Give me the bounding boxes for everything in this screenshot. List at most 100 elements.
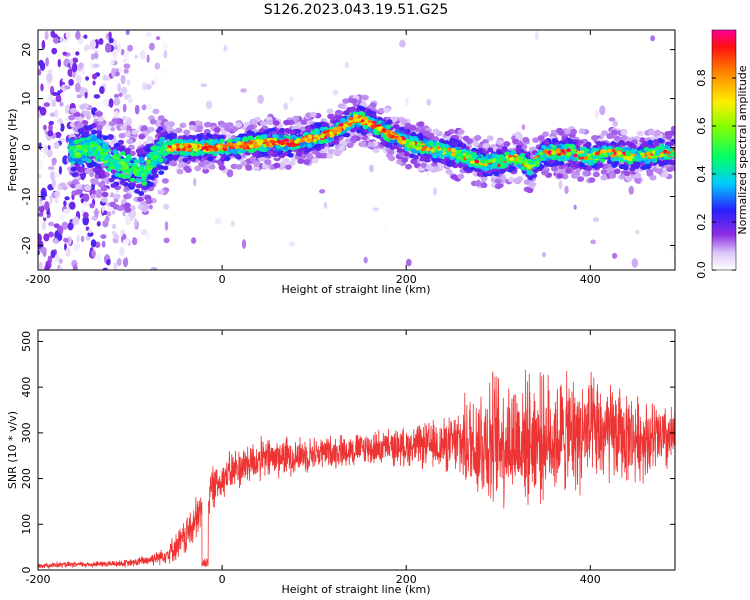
ridge-cell bbox=[175, 147, 181, 152]
ridge-cell bbox=[303, 159, 311, 165]
noise-cell bbox=[372, 207, 380, 212]
noise-cell bbox=[78, 62, 84, 69]
ridge-cell bbox=[124, 121, 132, 127]
ridge-cell bbox=[380, 121, 386, 127]
ridge-cell bbox=[306, 143, 313, 148]
ridge-cell bbox=[410, 132, 417, 137]
noise-cell bbox=[58, 266, 64, 270]
noise-cell bbox=[54, 197, 59, 204]
noise-cell bbox=[72, 264, 78, 270]
ridge-cell bbox=[101, 197, 108, 203]
ridge-cell bbox=[288, 160, 296, 166]
noise-cell bbox=[38, 261, 43, 270]
noise-cell bbox=[55, 131, 62, 139]
ridge-cell bbox=[261, 147, 268, 153]
ridge-cell bbox=[211, 139, 218, 145]
ridge-cell bbox=[116, 205, 124, 212]
ridge-cell bbox=[190, 151, 196, 157]
noise-cell bbox=[608, 117, 616, 122]
ridge-cell bbox=[582, 170, 590, 176]
noise-cell bbox=[87, 229, 93, 234]
noise-cell bbox=[119, 104, 124, 111]
ridge-cell bbox=[113, 152, 119, 158]
noise-cell bbox=[91, 249, 96, 258]
noise-cell bbox=[47, 94, 55, 102]
noise-cell bbox=[59, 37, 64, 43]
noise-cell bbox=[42, 153, 47, 159]
ridge-cell bbox=[158, 170, 165, 176]
ridge-cell bbox=[124, 207, 132, 213]
ridge-cell bbox=[315, 122, 322, 128]
noise-cell bbox=[87, 231, 94, 237]
ridge-cell bbox=[71, 172, 78, 178]
ridge-cell bbox=[189, 120, 196, 127]
ridge-cell bbox=[625, 141, 632, 146]
ridge-cell bbox=[204, 121, 212, 128]
ridge-cell bbox=[292, 115, 300, 122]
ridge-cell bbox=[124, 159, 130, 164]
noise-cell bbox=[118, 92, 123, 98]
ridge-cell bbox=[296, 150, 303, 155]
ridge-cell bbox=[568, 144, 575, 150]
noise-cell bbox=[44, 201, 50, 211]
ridge-cell bbox=[218, 164, 226, 171]
noise-cell bbox=[102, 69, 108, 75]
noise-cell bbox=[426, 171, 430, 177]
ridge-cell bbox=[279, 127, 286, 133]
noise-cell bbox=[100, 234, 107, 240]
ridge-cell bbox=[633, 164, 640, 170]
noise-cell bbox=[145, 32, 152, 38]
noise-cell bbox=[98, 38, 104, 45]
ridge-cell bbox=[339, 139, 347, 146]
ridge-cell bbox=[337, 103, 345, 109]
noise-cell bbox=[612, 252, 618, 259]
noise-cell bbox=[62, 51, 68, 56]
noise-cell bbox=[160, 202, 164, 210]
noise-cell bbox=[82, 211, 89, 219]
ridge-cell bbox=[97, 116, 105, 122]
ridge-cell bbox=[542, 131, 549, 137]
noise-cell bbox=[323, 201, 328, 209]
ridge-cell bbox=[585, 141, 592, 147]
ridge-cell bbox=[252, 165, 260, 172]
noise-cell bbox=[82, 215, 89, 226]
noise-cell bbox=[119, 246, 125, 257]
ridge-cell bbox=[386, 142, 393, 148]
ridge-cell bbox=[306, 153, 314, 160]
ridge-cell bbox=[108, 120, 116, 127]
ridge-cell bbox=[179, 161, 187, 167]
ridge-cell bbox=[565, 168, 573, 174]
ridge-cell bbox=[443, 143, 450, 149]
noise-cell bbox=[241, 239, 247, 249]
ridge-cell bbox=[515, 150, 522, 155]
ridge-cell bbox=[165, 134, 172, 139]
noise-cell bbox=[106, 211, 112, 217]
noise-cell bbox=[134, 54, 138, 59]
noise-cell bbox=[123, 63, 131, 69]
ridge-cell bbox=[117, 173, 124, 178]
ridge-cell bbox=[184, 167, 192, 173]
ridge-cell bbox=[166, 155, 173, 161]
ridge-cell bbox=[287, 152, 294, 158]
noise-cell bbox=[43, 233, 50, 242]
ridge-cell bbox=[538, 164, 545, 170]
noise-cell bbox=[114, 93, 119, 99]
noise-cell bbox=[64, 196, 70, 201]
noise-cell bbox=[405, 97, 409, 106]
noise-cell bbox=[114, 71, 120, 77]
ridge-cell bbox=[326, 108, 334, 114]
noise-cell bbox=[590, 239, 596, 245]
ridge-cell bbox=[137, 196, 144, 203]
noise-cell bbox=[42, 250, 47, 257]
noise-cell bbox=[133, 218, 138, 228]
noise-cell bbox=[240, 88, 247, 93]
ridge-cell bbox=[194, 120, 202, 126]
ridge-cell bbox=[179, 122, 187, 129]
ridge-cell bbox=[146, 136, 154, 142]
ridge-cell bbox=[378, 107, 385, 114]
ridge-cell bbox=[653, 142, 660, 148]
ridge-cell bbox=[665, 133, 673, 140]
noise-cell bbox=[108, 98, 114, 108]
ridge-cell bbox=[410, 148, 417, 153]
ridge-cell bbox=[361, 94, 369, 101]
